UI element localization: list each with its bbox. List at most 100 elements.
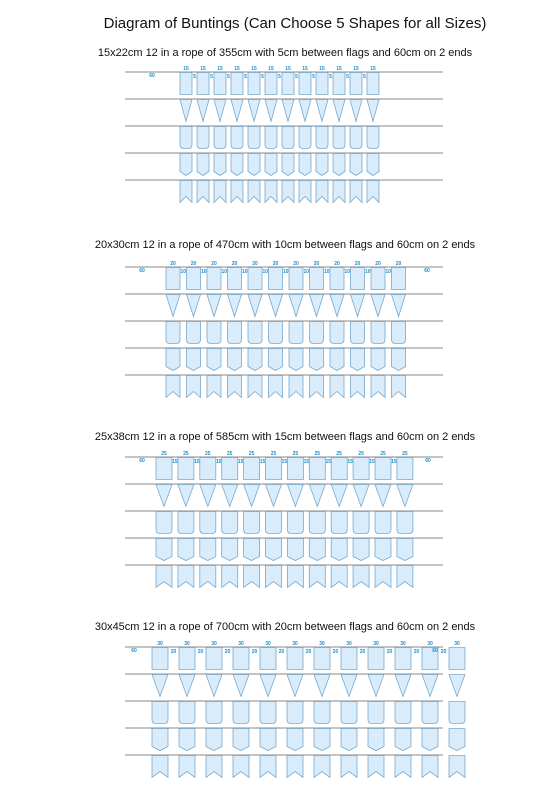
flag-rectangle bbox=[243, 457, 260, 480]
gap-label: 5 bbox=[363, 74, 366, 80]
flag-swallowtail bbox=[308, 565, 326, 589]
flag-rounded bbox=[206, 321, 222, 344]
flag-swallowtail bbox=[330, 565, 348, 589]
flag-pointed bbox=[330, 538, 348, 561]
flag-rounded bbox=[349, 126, 363, 149]
bunting-row-swallowtail bbox=[125, 564, 443, 589]
gap-label: 15 bbox=[347, 459, 353, 465]
flag-width-label: 15 bbox=[268, 66, 274, 72]
flag-triangle bbox=[247, 294, 263, 318]
gap-label: 20 bbox=[198, 649, 204, 655]
flag-rounded bbox=[178, 701, 196, 724]
flag-pointed bbox=[206, 348, 222, 371]
flag-width-label: 20 bbox=[232, 261, 238, 267]
gap-label: 15 bbox=[391, 459, 397, 465]
gap-label: 15 bbox=[238, 459, 244, 465]
bunting-row-rectangle: 20 10 20 10 20 10 20 10 20 10 20 10 20 10 20 10 20 10 20 10… bbox=[125, 261, 443, 290]
bunting-row-pointed bbox=[125, 727, 466, 751]
flag-rectangle bbox=[391, 267, 406, 290]
flag-rectangle bbox=[340, 647, 358, 670]
flag-width-label: 25 bbox=[315, 451, 321, 457]
flag-swallowtail bbox=[259, 755, 277, 779]
flag-pointed bbox=[221, 538, 239, 561]
end-length-label: 60 bbox=[139, 268, 145, 274]
gap-label: 5 bbox=[329, 74, 332, 80]
flag-pointed bbox=[366, 153, 380, 176]
flag-triangle bbox=[396, 484, 414, 508]
flag-pointed bbox=[332, 153, 346, 176]
flag-rectangle bbox=[448, 647, 466, 670]
flag-pointed bbox=[281, 153, 295, 176]
flag-pointed bbox=[350, 348, 365, 371]
flag-triangle bbox=[308, 484, 326, 508]
gap-label: 15 bbox=[282, 459, 288, 465]
flag-rounded bbox=[221, 511, 239, 534]
flag-swallowtail bbox=[298, 180, 312, 204]
flag-rectangle bbox=[199, 457, 217, 480]
flag-rectangle bbox=[396, 457, 414, 480]
flag-pointed bbox=[298, 153, 312, 176]
gap-label: 10 bbox=[180, 269, 186, 275]
end-length-label-right: 60 bbox=[432, 648, 438, 654]
flag-swallowtail bbox=[268, 375, 283, 399]
flag-swallowtail bbox=[243, 565, 260, 589]
gap-label: 20 bbox=[333, 649, 339, 655]
flag-width-label: 25 bbox=[358, 451, 364, 457]
flag-rounded bbox=[281, 126, 295, 149]
section-title-20x30: 20x30cm 12 in a rope of 470cm with 10cm … bbox=[94, 239, 476, 251]
flag-triangle bbox=[286, 674, 304, 698]
flag-triangle bbox=[264, 484, 283, 508]
flag-triangle bbox=[349, 99, 363, 124]
flag-rectangle bbox=[287, 457, 304, 480]
flag-rounded bbox=[421, 701, 439, 724]
flag-rectangle bbox=[179, 72, 193, 95]
flag-pointed bbox=[309, 348, 324, 371]
flag-pointed bbox=[308, 538, 326, 561]
bunting-row-triangle bbox=[125, 98, 443, 124]
flag-rounded bbox=[330, 511, 348, 534]
flag-pointed bbox=[448, 728, 466, 751]
flag-width-label: 30 bbox=[400, 641, 406, 647]
flag-rectangle bbox=[247, 267, 263, 290]
flag-rounded bbox=[205, 701, 223, 724]
flag-width-label: 20 bbox=[314, 261, 320, 267]
flag-triangle bbox=[199, 484, 217, 508]
flag-width-label: 20 bbox=[375, 261, 381, 267]
flag-rectangle bbox=[178, 647, 196, 670]
flag-rectangle bbox=[265, 457, 282, 480]
gap-label: 20 bbox=[252, 649, 258, 655]
flag-rounded bbox=[308, 511, 326, 534]
flag-width-label: 25 bbox=[336, 451, 342, 457]
flag-rounded bbox=[243, 511, 260, 534]
gap-label: 5 bbox=[346, 74, 349, 80]
flag-rounded bbox=[247, 321, 263, 344]
flag-rectangle bbox=[221, 457, 239, 480]
bunting-row-rectangle: 30 20 30 20 30 20 30 20 30 20 30 20 30 20 30 20 30 20 30 20… bbox=[125, 641, 466, 670]
gap-label: 20 bbox=[387, 649, 393, 655]
flag-width-label: 20 bbox=[293, 261, 299, 267]
flag-rounded bbox=[367, 701, 385, 724]
flag-triangle bbox=[308, 294, 325, 318]
flag-rounded bbox=[196, 126, 210, 149]
flag-rounded bbox=[315, 126, 329, 149]
diagram-title: Diagram of Buntings (Can Choose 5 Shapes… bbox=[103, 15, 487, 32]
flag-triangle bbox=[177, 484, 195, 508]
flag-width-label: 20 bbox=[191, 261, 197, 267]
flag-swallowtail bbox=[366, 180, 380, 204]
flag-rounded bbox=[230, 126, 244, 149]
flag-pointed bbox=[391, 348, 406, 371]
flag-swallowtail bbox=[221, 565, 239, 589]
flag-width-label: 25 bbox=[161, 451, 167, 457]
gap-label: 20 bbox=[171, 649, 177, 655]
flag-pointed bbox=[288, 348, 304, 371]
flag-swallowtail bbox=[370, 375, 386, 399]
bunting-row-rounded bbox=[125, 320, 443, 344]
flag-triangle bbox=[421, 674, 439, 698]
flag-rectangle bbox=[268, 267, 283, 290]
flag-triangle bbox=[448, 674, 466, 698]
flag-rectangle bbox=[206, 267, 222, 290]
gap-label: 15 bbox=[216, 459, 222, 465]
flag-rectangle bbox=[309, 267, 324, 290]
flag-swallowtail bbox=[396, 565, 414, 589]
flag-rounded bbox=[288, 321, 304, 344]
